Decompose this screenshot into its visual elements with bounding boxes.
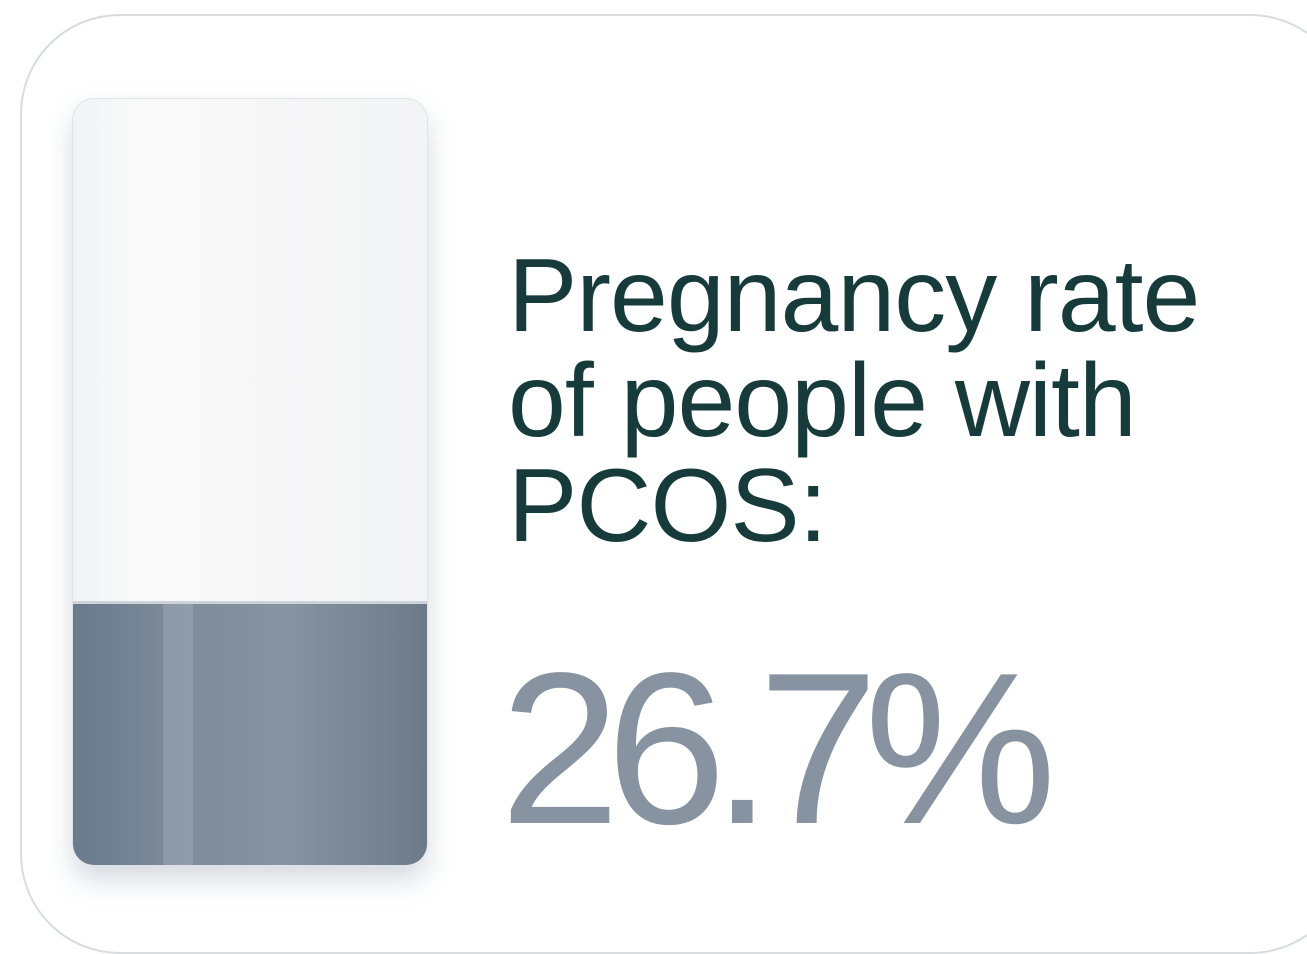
stat-value: 26.7% (500, 627, 1056, 869)
progress-gauge (72, 98, 428, 866)
card-title: Pregnancy rate of people with PCOS: (508, 238, 1200, 564)
gauge-fill (73, 600, 427, 865)
gauge-shine (163, 603, 193, 865)
